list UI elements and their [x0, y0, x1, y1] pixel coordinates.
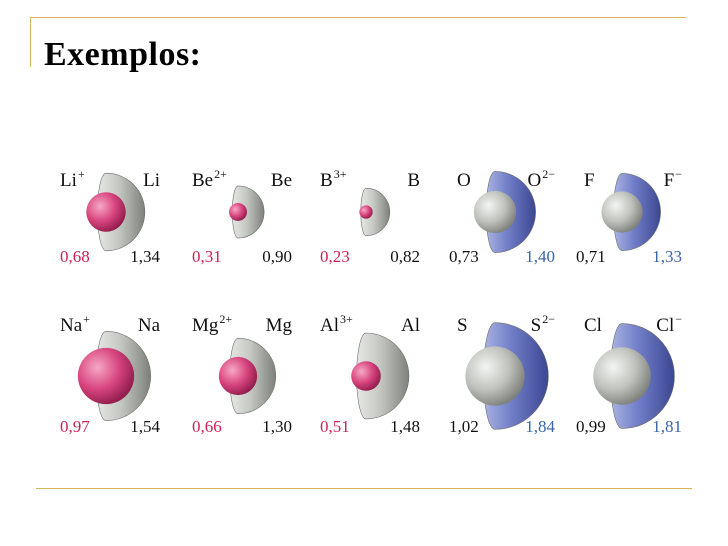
atom-radius: 0,82 [390, 247, 420, 266]
atom-radius: 0,71 [576, 247, 606, 266]
atom-sphere [593, 347, 651, 405]
atom-symbol: Mg [266, 315, 293, 336]
ion-symbol: Mg2+ [192, 312, 232, 336]
ion-symbol: O2− [527, 167, 555, 191]
atom-radius: 0,99 [576, 417, 606, 436]
atom-shell [360, 187, 390, 237]
cation-sphere [359, 205, 373, 219]
ion-radius: 1,40 [525, 247, 555, 266]
atom-shell [231, 185, 265, 239]
cation-sphere [77, 347, 135, 405]
ion-pair-mg: 0,66 1,30 [192, 337, 292, 436]
left-rule [30, 17, 31, 67]
atom-symbol: Na [138, 315, 161, 336]
ion-radius: 0,97 [60, 417, 90, 436]
ion-radius: 1,33 [652, 247, 682, 266]
ion-pair-li: 0,68 1,34 [60, 172, 161, 266]
ion-pair-cl: 0,99 1,81 [576, 323, 682, 436]
ion-pair-s: 1,02 1,84 [449, 322, 556, 436]
atom-symbol: Cl [584, 315, 602, 336]
cation-sphere [351, 361, 381, 391]
atom-symbol: O [457, 170, 471, 191]
ion-symbol: B3+ [320, 167, 347, 191]
ion-pair-al: 0,51 1,48 [320, 332, 420, 436]
ion-radius: 0,31 [192, 247, 222, 266]
bottom-rule [36, 488, 692, 489]
atom-sphere [473, 190, 517, 234]
ion-pair-o: 0,73 1,40 [449, 171, 555, 266]
ion-radius: 1,84 [525, 417, 555, 436]
cation-sphere [218, 356, 258, 396]
ion-symbol: Al3+ [320, 312, 353, 336]
ion-radius: 1,81 [652, 417, 682, 436]
atom-symbol: Li [143, 170, 160, 191]
atom-shell [356, 332, 410, 420]
atom-symbol: Al [401, 315, 420, 336]
atom-radius: 1,34 [130, 247, 160, 266]
atom-radius: 1,48 [390, 417, 420, 436]
ion-symbol: Be2+ [192, 167, 227, 191]
ion-pair-b: 0,23 0,82 [320, 187, 420, 266]
atom-sphere [465, 346, 525, 406]
ion-symbol: S2− [531, 312, 556, 336]
ion-radius: 0,51 [320, 417, 350, 436]
ion-symbol: Li+ [60, 167, 85, 191]
atom-radius: 1,30 [262, 417, 292, 436]
ion-radius: 0,68 [60, 247, 90, 266]
atom-sphere [601, 191, 643, 233]
atom-radius: 0,90 [262, 247, 292, 266]
ion-pair-f: 0,71 1,33 [576, 173, 682, 266]
cation-sphere [86, 192, 126, 232]
ion-symbol: Na+ [60, 312, 90, 336]
atom-symbol: Be [271, 170, 292, 191]
ion-symbol: F− [664, 167, 683, 191]
ion-pair-be: 0,31 0,90 [192, 185, 292, 266]
atom-symbol: B [407, 170, 420, 191]
top-rule [30, 17, 686, 18]
atom-radius: 0,73 [449, 247, 479, 266]
ion-pair-na: 0,97 1,54 [60, 331, 161, 436]
ion-radius: 0,66 [192, 417, 222, 436]
atom-radius: 1,02 [449, 417, 479, 436]
atom-symbol: F [584, 170, 595, 191]
ion-radius: 0,23 [320, 247, 350, 266]
cation-sphere [229, 203, 247, 221]
ion-symbol: Cl− [656, 312, 682, 336]
atom-radius: 1,54 [130, 417, 160, 436]
page-title: Exemplos: [44, 36, 202, 73]
atom-symbol: S [457, 315, 468, 336]
